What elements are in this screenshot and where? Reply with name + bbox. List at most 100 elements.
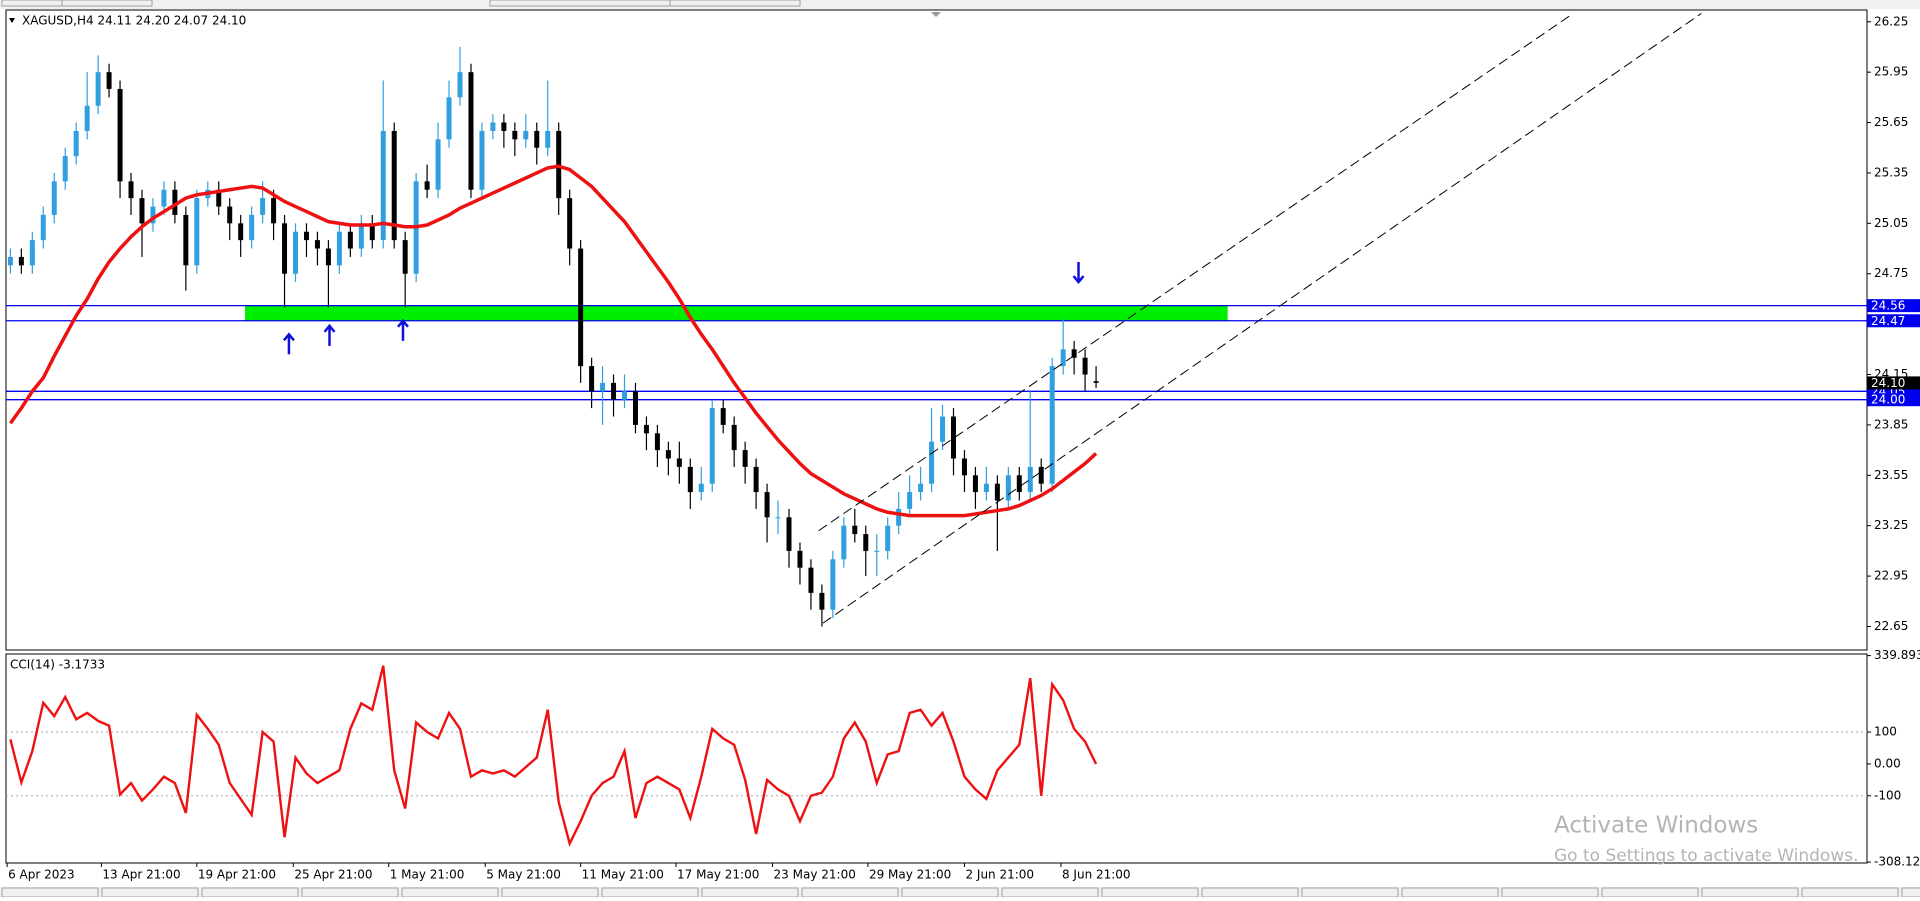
bottom-tab[interactable] bbox=[601, 887, 699, 898]
bottom-tab[interactable] bbox=[401, 887, 499, 898]
cci-title: CCI(14) -3.1733 bbox=[10, 658, 105, 672]
top-tab[interactable] bbox=[1, 0, 63, 7]
candle-body bbox=[479, 130, 485, 190]
candle-body bbox=[29, 240, 35, 266]
y-tick-label: 26.25 bbox=[1874, 14, 1908, 28]
candle-body bbox=[260, 198, 266, 215]
candle-body bbox=[874, 550, 880, 552]
candle-body bbox=[501, 122, 507, 131]
candle-body bbox=[534, 130, 540, 148]
candle-body bbox=[139, 198, 145, 224]
candle-body bbox=[786, 517, 792, 551]
x-tick-label: 17 May 21:00 bbox=[677, 868, 759, 882]
y-tick-label: 25.05 bbox=[1874, 216, 1908, 230]
bottom-tab[interactable] bbox=[1101, 887, 1199, 898]
candle-body bbox=[523, 130, 529, 140]
candle-body bbox=[216, 189, 222, 207]
candle-body bbox=[687, 466, 693, 493]
candle-body bbox=[885, 525, 891, 551]
bottom-tab[interactable] bbox=[101, 887, 199, 898]
candle-body bbox=[161, 189, 167, 207]
bottom-tab[interactable] bbox=[501, 887, 599, 898]
candle-body bbox=[468, 72, 474, 190]
bottom-tab[interactable] bbox=[901, 887, 999, 898]
x-tick-label: 6 Apr 2023 bbox=[8, 868, 75, 882]
candle-body bbox=[665, 450, 671, 459]
bottom-tab[interactable] bbox=[201, 887, 299, 898]
bottom-tab[interactable] bbox=[301, 887, 399, 898]
bottom-tab[interactable] bbox=[1, 887, 99, 898]
candle-body bbox=[1016, 475, 1022, 493]
top-tab[interactable] bbox=[669, 0, 801, 7]
cci-panel bbox=[5, 653, 1868, 864]
candle-body bbox=[73, 130, 79, 157]
signal-arrow bbox=[397, 318, 409, 341]
bottom-tab[interactable] bbox=[701, 887, 799, 898]
candle-body bbox=[654, 433, 660, 451]
top-tab[interactable] bbox=[489, 0, 671, 7]
candle-body bbox=[929, 441, 935, 484]
chart-title: XAGUSD,H4 24.11 24.20 24.07 24.10 bbox=[22, 14, 246, 28]
candle-body bbox=[1060, 349, 1066, 367]
bottom-tab[interactable] bbox=[1201, 887, 1299, 898]
candle-body bbox=[983, 483, 989, 493]
candle-body bbox=[819, 592, 825, 610]
y-tick-label: 25.95 bbox=[1874, 65, 1908, 79]
candle-body bbox=[1082, 357, 1088, 375]
candle-body bbox=[940, 416, 946, 442]
bottom-tab[interactable] bbox=[1001, 887, 1099, 898]
bottom-tab[interactable] bbox=[1901, 887, 1920, 898]
bottom-tab[interactable] bbox=[1701, 887, 1799, 898]
candle-body bbox=[578, 248, 584, 367]
symbol-menu-marker bbox=[9, 18, 15, 23]
candle-body bbox=[490, 122, 496, 131]
candle-body bbox=[380, 130, 386, 241]
y-tick-label: 23.85 bbox=[1874, 417, 1908, 431]
candle-body bbox=[391, 130, 397, 241]
candle-body bbox=[314, 240, 320, 249]
channel-line bbox=[822, 12, 1702, 624]
x-tick-label: 11 May 21:00 bbox=[582, 868, 664, 882]
candle-body bbox=[183, 214, 189, 266]
candle-body bbox=[918, 483, 924, 493]
candle-body bbox=[347, 231, 353, 249]
candle-body bbox=[1038, 466, 1044, 484]
candle-body bbox=[446, 97, 452, 140]
candle-body bbox=[106, 72, 112, 89]
candle-body bbox=[907, 492, 913, 509]
bottom-tab[interactable] bbox=[801, 887, 899, 898]
signal-arrow bbox=[323, 323, 336, 346]
x-tick-label: 2 Jun 21:00 bbox=[965, 868, 1034, 882]
candle-body bbox=[753, 466, 759, 493]
bottom-tab[interactable] bbox=[1601, 887, 1699, 898]
x-tick-label: 13 Apr 21:00 bbox=[102, 868, 180, 882]
y-tick-label: 339.893 bbox=[1874, 648, 1920, 662]
candle-body bbox=[1005, 475, 1011, 501]
candle-body bbox=[7, 256, 13, 266]
candle-body bbox=[600, 382, 606, 392]
channel-line bbox=[818, 14, 1572, 532]
top-tab[interactable] bbox=[61, 0, 153, 7]
top-tab-strip bbox=[0, 0, 1920, 9]
y-tick-label: 0.00 bbox=[1874, 756, 1901, 770]
candle-body bbox=[435, 139, 441, 190]
candle-body bbox=[709, 408, 715, 484]
cci-line bbox=[9, 665, 1098, 847]
candle-body bbox=[84, 105, 90, 131]
bottom-tab[interactable] bbox=[1501, 887, 1599, 898]
candle-body bbox=[1027, 466, 1033, 493]
bottom-tab[interactable] bbox=[1301, 887, 1399, 898]
candle-body bbox=[896, 508, 902, 526]
bottom-tab[interactable] bbox=[1401, 887, 1499, 898]
candle-body bbox=[950, 416, 956, 459]
candle-body bbox=[676, 458, 682, 467]
candle-body bbox=[249, 214, 255, 241]
bottom-tab[interactable] bbox=[1801, 887, 1899, 898]
candle-body bbox=[841, 525, 847, 560]
candle-body bbox=[961, 458, 967, 476]
x-tick-label: 19 Apr 21:00 bbox=[198, 868, 276, 882]
candle-body bbox=[830, 559, 836, 610]
level-label-box bbox=[1867, 299, 1920, 313]
candle-body bbox=[128, 181, 134, 199]
